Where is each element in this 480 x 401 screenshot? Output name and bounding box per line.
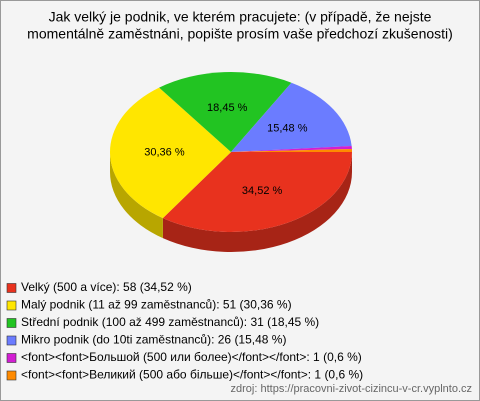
legend-label: Velký (500 a více): 58 (34,52 %) <box>21 280 192 294</box>
slice-label: 30,36 % <box>144 147 185 159</box>
legend-swatch <box>6 283 17 293</box>
legend-label: <font><font>Большой (500 или более)</fon… <box>21 350 362 364</box>
slice <box>231 145 352 152</box>
chart-title: momentálně zaměstnáni, popište prosím va… <box>27 26 453 42</box>
slice-side <box>162 152 352 252</box>
legend-label: Mikro podnik (do 10ti zaměstnanců): 26 (… <box>21 333 286 347</box>
slice-label: 15,48 % <box>267 122 308 134</box>
slice <box>231 82 352 152</box>
slice-label: 18,45 % <box>207 102 248 114</box>
legend-label: Střední podnik (100 až 499 zaměstnanců):… <box>21 315 319 329</box>
legend-swatch <box>6 318 17 328</box>
chart-title: Jak velký je podnik, ve kterém pracujete… <box>49 9 432 25</box>
slice-side <box>110 152 163 239</box>
slice <box>162 152 352 232</box>
slice <box>109 87 231 219</box>
legend-swatch <box>6 370 17 381</box>
slice-label: 34,52 % <box>242 185 283 197</box>
slice <box>231 148 352 152</box>
legend-label: Malý podnik (11 až 99 zaměstnanců): 51 (… <box>21 298 292 312</box>
legend-swatch <box>6 300 17 311</box>
legend-swatch <box>6 335 17 346</box>
legend-label: <font><font>Великий (500 або більше)</fo… <box>21 368 363 382</box>
slice <box>159 71 292 152</box>
legend-swatch <box>6 353 17 363</box>
source-note: zdroj: https://pracovni-zivot-cizincu-v-… <box>231 383 472 395</box>
